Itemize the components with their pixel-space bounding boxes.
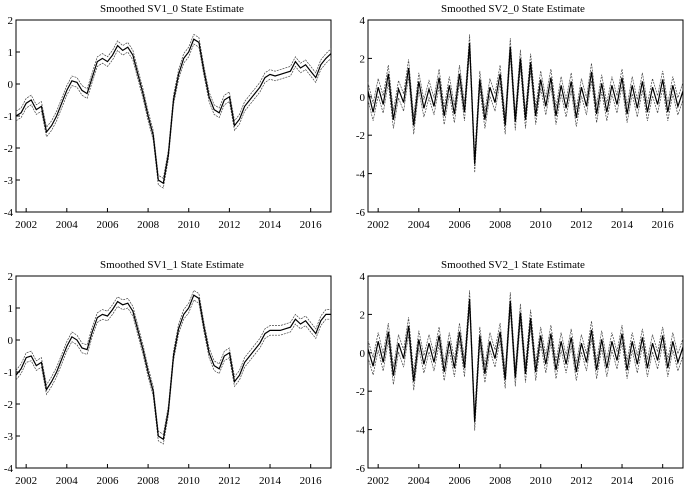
x-tick-label: 2016 (300, 219, 323, 231)
x-tick-label: 2012 (218, 475, 240, 487)
series-line (15, 38, 332, 185)
x-tick-label: 2002 (15, 219, 37, 231)
band-upper-line (15, 33, 332, 179)
y-tick-label: -2 (356, 130, 365, 142)
x-tick-label: 2004 (408, 219, 431, 231)
chart-panel-sv1-0: Smoothed SV1_0 State Estimate 2 1 0 -1 -2 -3 -… (4, 3, 332, 231)
x-tick-label: 2004 (408, 475, 431, 487)
chart-panel-sv1-1: Smoothed SV1_1 State Estimate 2 1 0 -1 -2 -3 -… (4, 259, 332, 487)
plot-frame (15, 275, 332, 469)
band-upper-line (15, 289, 331, 435)
y-tick-label: 0 (8, 335, 14, 347)
y-tick-label: 4 (360, 15, 366, 27)
x-tick-label: 2010 (178, 219, 201, 231)
x-tick-label: 2008 (137, 475, 160, 487)
y-tick-label: -6 (356, 207, 366, 219)
band-lower-line (367, 51, 684, 173)
x-tick-label: 2016 (300, 475, 323, 487)
series-line (367, 42, 684, 165)
plot-frame (15, 19, 332, 213)
x-tick-label: 2010 (178, 475, 201, 487)
series-line (367, 298, 684, 422)
y-tick-label: -4 (4, 463, 14, 475)
chart-title: Smoothed SV1_0 State Estimate (100, 3, 244, 15)
band-lower-line (15, 299, 331, 445)
plot-frame (367, 19, 684, 213)
x-tick-label: 2014 (259, 219, 282, 231)
x-tick-label: 2006 (448, 219, 471, 231)
y-tick-label: 2 (8, 15, 14, 27)
y-tick-label: -2 (4, 143, 13, 155)
y-tick-label: 2 (360, 309, 366, 321)
x-tick-label: 2012 (570, 475, 592, 487)
x-tick-label: 2002 (15, 475, 37, 487)
x-tick-label: 2012 (218, 219, 240, 231)
x-tick-label: 2002 (367, 475, 389, 487)
plot-frame (367, 275, 684, 469)
chart-panel-sv2-1: Smoothed SV2_1 State Estimate 420-2-4-62… (356, 259, 684, 487)
y-tick-label: 1 (8, 47, 14, 59)
chart-panel-sv2-0: Smoothed SV2_0 State Estimate 420-2-4-62… (356, 3, 684, 231)
y-tick-label: -1 (4, 111, 13, 123)
y-tick-label: -2 (356, 386, 365, 398)
x-tick-label: 2006 (448, 475, 471, 487)
y-tick-label: -3 (4, 431, 14, 443)
band-upper-line (367, 34, 684, 156)
x-tick-label: 2008 (489, 475, 512, 487)
x-tick-label: 2002 (367, 219, 389, 231)
y-tick-label: 0 (360, 92, 366, 104)
x-tick-label: 2016 (652, 219, 675, 231)
band-upper-line (367, 290, 684, 414)
y-tick-label: 2 (360, 53, 366, 65)
y-tick-label: -4 (356, 425, 366, 437)
x-tick-label: 2008 (489, 219, 512, 231)
y-tick-label: 4 (360, 271, 366, 283)
chart-title: Smoothed SV1_1 State Estimate (100, 259, 244, 271)
y-tick-label: 0 (360, 348, 366, 360)
y-tick-label: 2 (8, 271, 14, 283)
x-tick-label: 2008 (137, 219, 160, 231)
chart-title: Smoothed SV2_1 State Estimate (441, 259, 585, 271)
chart-title: Smoothed SV2_0 State Estimate (441, 3, 585, 15)
x-tick-label: 2014 (259, 475, 282, 487)
y-tick-label: -3 (4, 175, 14, 187)
y-tick-label: 0 (8, 79, 14, 91)
series-line (15, 294, 331, 441)
y-tick-label: -4 (356, 169, 366, 181)
y-tick-label: -4 (4, 207, 14, 219)
x-tick-label: 2014 (611, 475, 634, 487)
x-tick-label: 2010 (530, 219, 553, 231)
x-tick-label: 2004 (56, 475, 79, 487)
x-tick-label: 2006 (96, 219, 119, 231)
x-tick-label: 2014 (611, 219, 634, 231)
x-tick-label: 2012 (570, 219, 592, 231)
x-tick-label: 2016 (652, 475, 675, 487)
x-tick-label: 2004 (56, 219, 79, 231)
x-tick-label: 2010 (530, 475, 553, 487)
band-lower-line (367, 307, 684, 431)
y-tick-label: -1 (4, 367, 13, 379)
x-tick-label: 2006 (96, 475, 119, 487)
y-tick-label: 1 (8, 303, 14, 315)
band-lower-line (15, 43, 332, 189)
y-tick-label: -6 (356, 463, 366, 475)
y-tick-label: -2 (4, 399, 13, 411)
